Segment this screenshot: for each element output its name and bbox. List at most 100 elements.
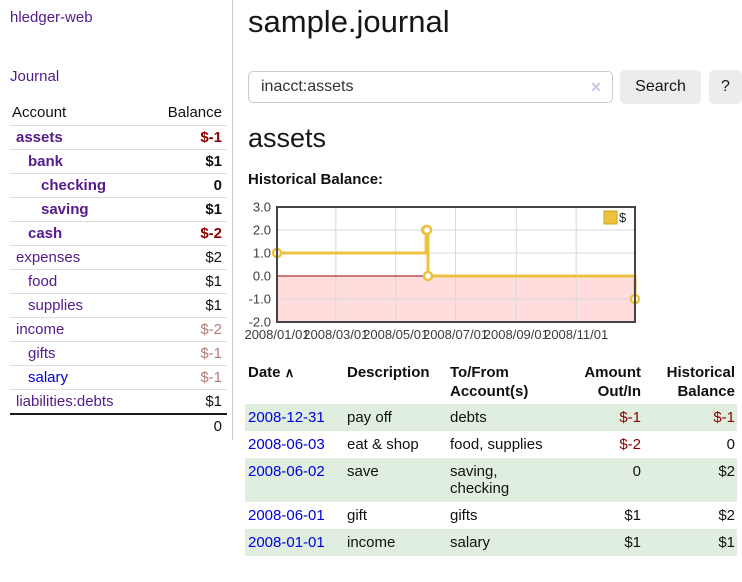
account-link[interactable]: liabilities:debts	[16, 393, 114, 410]
date-header-label: Date	[248, 364, 281, 381]
transaction-balance: $2	[718, 507, 735, 524]
svg-text:2.0: 2.0	[253, 223, 271, 238]
register-header-amount: Amount Out/In	[584, 364, 641, 400]
account-link[interactable]: supplies	[28, 297, 84, 314]
chart-title: Historical Balance:	[248, 171, 384, 188]
svg-text:2008/09/01: 2008/09/01	[484, 327, 549, 342]
transaction-date-link[interactable]: 2008-06-02	[248, 463, 325, 480]
search-box: ✕	[248, 71, 613, 103]
account-row: food $1	[10, 269, 227, 294]
account-balance: $1	[146, 293, 227, 318]
transaction-date-link[interactable]: 2008-06-01	[248, 507, 325, 524]
account-heading: assets	[248, 123, 327, 153]
register-table: Date ∧ Description To/From Account(s) Am…	[245, 361, 737, 556]
svg-text:2008/03/01: 2008/03/01	[303, 327, 368, 342]
svg-text:-1.0: -1.0	[249, 292, 271, 307]
transaction-balance: $1	[718, 534, 735, 551]
register-header-accounts: To/From Account(s)	[450, 364, 529, 400]
account-row: checking 0	[10, 173, 227, 198]
transaction-description: income	[347, 534, 396, 551]
account-link[interactable]: food	[28, 273, 58, 290]
help-button[interactable]: ?	[709, 70, 742, 104]
svg-text:2008/07/01: 2008/07/01	[423, 327, 488, 342]
transaction-description: eat & shop	[347, 436, 419, 453]
accounts-header-balance: Balance	[167, 104, 222, 121]
table-row: 2008-06-01 gift gifts $1 $2	[245, 502, 737, 529]
transaction-balance: $2	[718, 463, 735, 480]
transaction-accounts: salary	[450, 534, 491, 551]
account-row: salary $-1	[10, 365, 227, 390]
account-balance: $-1	[146, 125, 227, 150]
account-row: saving $1	[10, 197, 227, 222]
account-row: cash $-2	[10, 221, 227, 246]
transaction-date-link[interactable]: 2008-12-31	[248, 409, 325, 426]
account-balance: $1	[146, 197, 227, 222]
register-header-row: Date ∧ Description To/From Account(s) Am…	[245, 361, 737, 404]
account-row: income $-2	[10, 317, 227, 342]
search-button[interactable]: Search	[620, 70, 701, 104]
accounts-header-row: Account Balance	[10, 101, 227, 126]
table-row: 2008-06-03 eat & shop food, supplies $-2 0	[245, 431, 737, 458]
transaction-amount: $-1	[619, 409, 641, 426]
search-input[interactable]	[248, 71, 613, 103]
sidebar-item-journal[interactable]: Journal	[10, 68, 60, 85]
transaction-amount: $1	[624, 534, 641, 551]
account-link[interactable]: cash	[28, 225, 63, 242]
transaction-balance: 0	[726, 436, 735, 453]
app-title-link[interactable]: hledger-web	[10, 9, 93, 26]
svg-text:2008/05/01: 2008/05/01	[363, 327, 428, 342]
register-header-date[interactable]: Date ∧	[245, 361, 347, 404]
table-row: 2008-01-01 income salary $1 $1	[245, 529, 737, 556]
account-balance: 0	[146, 173, 227, 198]
account-link[interactable]: expenses	[16, 249, 81, 266]
account-link[interactable]: assets	[16, 129, 63, 146]
transaction-date-link[interactable]: 2008-01-01	[248, 534, 325, 551]
account-balance: $-1	[146, 365, 227, 390]
account-row: expenses $2	[10, 245, 227, 270]
transaction-accounts: saving, checking	[450, 463, 510, 497]
historical-balance-chart: $3.0 2.0 1.0 0.0 -1.0 -2.02008/01/012008/03/0…	[245, 200, 641, 342]
transaction-accounts: food, supplies	[450, 436, 543, 453]
svg-text:0.0: 0.0	[253, 269, 271, 284]
sidebar: hledger-web Journal Account Balance asse…	[0, 0, 233, 440]
svg-text:1.0: 1.0	[253, 246, 271, 261]
transaction-amount: $-2	[619, 436, 641, 453]
account-link[interactable]: salary	[28, 369, 69, 386]
account-balance: $-1	[146, 341, 227, 366]
account-link[interactable]: checking	[41, 177, 107, 194]
account-link[interactable]: income	[16, 321, 65, 338]
account-row: liabilities:debts $1	[10, 389, 227, 414]
account-row: supplies $1	[10, 293, 227, 318]
account-link[interactable]: saving	[41, 201, 89, 218]
svg-text:-2.0: -2.0	[249, 315, 271, 330]
svg-text:$: $	[619, 210, 627, 225]
transaction-description: gift	[347, 507, 368, 524]
transaction-amount: $1	[624, 507, 641, 524]
transaction-description: save	[347, 463, 379, 480]
table-row: 2008-06-02 save saving, checking 0 $2	[245, 458, 737, 502]
sidebar-nav: Journal	[10, 68, 232, 86]
accounts-table: Account Balance assets $-1 bank $1 checking 0…	[10, 101, 227, 438]
account-balance: $2	[146, 245, 227, 270]
svg-text:3.0: 3.0	[253, 200, 271, 215]
search-bar: ✕ Search ?	[248, 70, 742, 106]
transaction-date-link[interactable]: 2008-06-03	[248, 436, 325, 453]
clear-search-icon[interactable]: ✕	[590, 79, 602, 95]
accounts-total-balance: 0	[146, 413, 227, 438]
register-header-balance: Historical Balance	[666, 364, 735, 400]
accounts-body: assets $-1 bank $1 checking 0 saving $1 cash $-2 e…	[10, 125, 227, 414]
account-balance: $-2	[146, 317, 227, 342]
transaction-description: pay off	[347, 409, 392, 426]
transaction-accounts: gifts	[450, 507, 478, 524]
sort-ascending-icon: ∧	[284, 365, 295, 380]
account-balance: $1	[146, 149, 227, 174]
account-link[interactable]: gifts	[28, 345, 56, 362]
account-link[interactable]: bank	[28, 153, 64, 170]
account-row: assets $-1	[10, 125, 227, 150]
account-row: gifts $-1	[10, 341, 227, 366]
account-balance: $-2	[146, 221, 227, 246]
register-header-description: Description	[347, 364, 430, 381]
account-row: bank $1	[10, 149, 227, 174]
account-balance: $1	[146, 269, 227, 294]
